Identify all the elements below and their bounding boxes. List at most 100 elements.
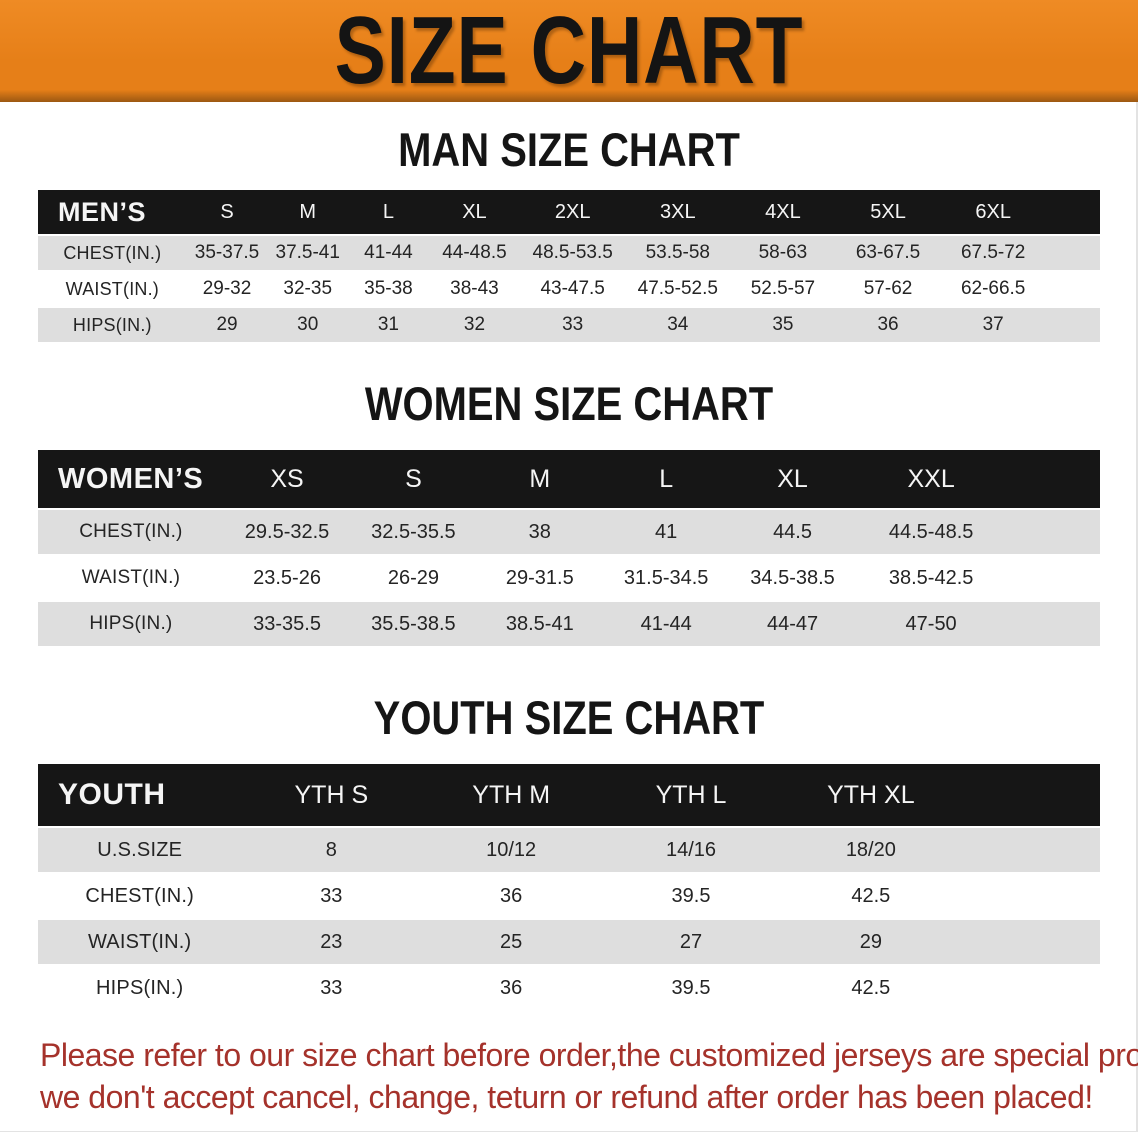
- size-column-header: YTH L: [601, 764, 781, 826]
- size-cell: 38.5-42.5: [855, 556, 1007, 600]
- size-cell: 25: [421, 920, 602, 964]
- size-cell: 36: [421, 966, 602, 1010]
- size-cell: 35-38: [348, 272, 429, 306]
- size-cell: 38: [476, 510, 603, 554]
- size-cell: 41: [602, 510, 730, 554]
- size-cell: 38.5-41: [476, 602, 603, 646]
- row-label: WAIST(IN.): [38, 556, 224, 600]
- mens-size-table: MEN’S S M L XL 2XL 3XL 4XL 5XL 6XL CHEST(IN.) 35-37…: [38, 188, 1100, 344]
- size-cell: 47-50: [855, 602, 1007, 646]
- size-cell: 35.5-38.5: [350, 602, 477, 646]
- footnote: Please refer to our size chart before or…: [40, 1034, 1138, 1118]
- size-cell: 67.5-72: [940, 236, 1046, 270]
- size-column-header: L: [602, 450, 730, 508]
- size-cell: 27: [601, 920, 781, 964]
- footnote-line-1: Please refer to our size chart before or…: [40, 1037, 1138, 1073]
- size-cell: 29: [186, 308, 268, 342]
- size-column-header: M: [267, 190, 349, 234]
- table-row: CHEST(IN.) 33 36 39.5 42.5: [38, 874, 1100, 918]
- size-cell: 30: [267, 308, 349, 342]
- size-cell: 35-37.5: [186, 236, 268, 270]
- size-cell: 33-35.5: [223, 602, 351, 646]
- size-cell: 33: [241, 874, 422, 918]
- size-cell: 29: [780, 920, 961, 964]
- size-cell: 38-43: [428, 272, 521, 306]
- size-cell: 14/16: [601, 828, 781, 872]
- size-column-header: S: [186, 190, 268, 234]
- size-cell: 44.5-48.5: [855, 510, 1007, 554]
- size-cell: 53.5-58: [625, 236, 731, 270]
- table-header-row: YOUTH YTH S YTH M YTH L YTH XL: [38, 764, 1100, 826]
- row-spacer: [1045, 308, 1100, 342]
- size-cell: 58-63: [730, 236, 836, 270]
- size-cell: 43-47.5: [520, 272, 626, 306]
- table-header-row: WOMEN’S XS S M L XL XXL: [38, 450, 1100, 508]
- table-row: WAIST(IN.) 23 25 27 29: [38, 920, 1100, 964]
- size-column-header: YTH M: [421, 764, 602, 826]
- size-column-header: 6XL: [940, 190, 1046, 234]
- women-section-title: WOMEN SIZE CHART: [364, 377, 774, 430]
- size-column-header: XL: [729, 450, 856, 508]
- size-column-header: S: [350, 450, 477, 508]
- size-cell: 32: [428, 308, 521, 342]
- size-cell: 31: [348, 308, 429, 342]
- size-cell: 57-62: [835, 272, 941, 306]
- size-cell: 33: [520, 308, 626, 342]
- table-row: HIPS(IN.) 33 36 39.5 42.5: [38, 966, 1100, 1010]
- size-cell: 10/12: [421, 828, 602, 872]
- header-spacer: [1045, 190, 1100, 234]
- size-cell: 29-31.5: [476, 556, 603, 600]
- size-cell: 37: [940, 308, 1046, 342]
- women-size-table-container: WOMEN’S XS S M L XL XXL CHEST(IN.) 29.5-32.5 32.5…: [0, 448, 1138, 648]
- size-column-header: XS: [223, 450, 351, 508]
- section-men: MAN SIZE CHART MEN’S S M L XL 2XL 3XL 4XL 5XL 6XL…: [0, 124, 1138, 344]
- size-cell: 8: [241, 828, 422, 872]
- row-spacer: [1006, 510, 1100, 554]
- size-cell: 29.5-32.5: [223, 510, 351, 554]
- header-spacer: [1006, 450, 1100, 508]
- womens-size-table: WOMEN’S XS S M L XL XXL CHEST(IN.) 29.5-32.5 32.5…: [38, 448, 1100, 648]
- table-row: HIPS(IN.) 29 30 31 32 33 34 35 36 37: [38, 308, 1100, 342]
- size-cell: 37.5-41: [267, 236, 349, 270]
- youth-size-table-container: YOUTH YTH S YTH M YTH L YTH XL U.S.SIZE 8 10/12…: [0, 762, 1138, 1012]
- table-row: WAIST(IN.) 23.5-26 26-29 29-31.5 31.5-34.5 34…: [38, 556, 1100, 600]
- size-cell: 39.5: [601, 874, 781, 918]
- row-label: CHEST(IN.): [38, 874, 242, 918]
- row-spacer: [960, 920, 1100, 964]
- table-row: HIPS(IN.) 33-35.5 35.5-38.5 38.5-41 41-44 44-…: [38, 602, 1100, 646]
- men-size-table-container: MEN’S S M L XL 2XL 3XL 4XL 5XL 6XL CHEST(IN.) 35-37…: [0, 188, 1138, 344]
- size-column-header: XL: [428, 190, 521, 234]
- row-label: CHEST(IN.): [38, 236, 187, 270]
- size-cell: 18/20: [780, 828, 961, 872]
- size-cell: 41-44: [602, 602, 730, 646]
- footnote-line-2: we don't accept cancel, change, teturn o…: [40, 1079, 1093, 1115]
- size-cell: 23: [241, 920, 422, 964]
- table-row: CHEST(IN.) 29.5-32.5 32.5-35.5 38 41 44.5 44.5…: [38, 510, 1100, 554]
- size-column-header: YTH S: [241, 764, 422, 826]
- row-label: CHEST(IN.): [38, 510, 224, 554]
- row-spacer: [960, 874, 1100, 918]
- size-cell: 34: [625, 308, 731, 342]
- size-cell: 26-29: [350, 556, 477, 600]
- size-column-header: XXL: [855, 450, 1007, 508]
- table-header-label: MEN’S: [38, 190, 187, 234]
- youth-size-table: YOUTH YTH S YTH M YTH L YTH XL U.S.SIZE 8 10/12…: [38, 762, 1100, 1012]
- row-label: HIPS(IN.): [38, 308, 187, 342]
- table-row: CHEST(IN.) 35-37.5 37.5-41 41-44 44-48.5 48.5…: [38, 236, 1100, 270]
- table-header-label: YOUTH: [38, 764, 242, 826]
- size-cell: 44-48.5: [428, 236, 521, 270]
- size-cell: 52.5-57: [730, 272, 836, 306]
- section-youth: YOUTH SIZE CHART YOUTH YTH S YTH M YTH L YTH…: [0, 692, 1138, 1012]
- banner: SIZE CHART: [0, 0, 1138, 102]
- size-cell: 44.5: [729, 510, 856, 554]
- size-cell: 34.5-38.5: [729, 556, 856, 600]
- men-section-title: MAN SIZE CHART: [398, 123, 740, 176]
- size-cell: 42.5: [780, 966, 961, 1010]
- size-cell: 41-44: [348, 236, 429, 270]
- table-header-label: WOMEN’S: [38, 450, 224, 508]
- size-column-header: YTH XL: [780, 764, 961, 826]
- row-spacer: [1045, 236, 1100, 270]
- size-column-header: L: [348, 190, 429, 234]
- size-cell: 32.5-35.5: [350, 510, 477, 554]
